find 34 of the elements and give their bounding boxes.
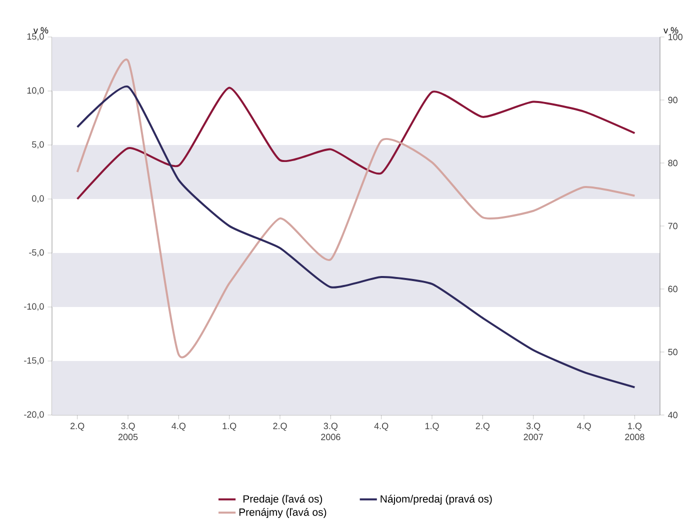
y-axis-title: v % xyxy=(33,27,48,34)
x-tick-label: 2.Q xyxy=(70,422,84,431)
line-series xyxy=(76,86,636,388)
legend-label: Prenájmy (ľavá os) xyxy=(239,508,326,518)
y2-tick-label: 90 xyxy=(668,96,678,104)
x-tick-label: 4.Q xyxy=(172,422,186,431)
y-tick-label: 5,0 xyxy=(32,141,44,149)
y2-tick-label: 40 xyxy=(668,412,678,418)
x-tick-label: 2.Q xyxy=(273,422,287,431)
legend-label: Nájom/predaj (pravá os) xyxy=(380,494,492,505)
y2-tick-label: 80 xyxy=(668,160,678,166)
x-tick-label: 3.Q 2007 xyxy=(524,422,543,440)
x-tick-label: 1.Q 2008 xyxy=(625,422,644,440)
x-tick-label: 3.Q 2006 xyxy=(321,422,340,440)
y-tick-label: -15,0 xyxy=(24,357,44,365)
y2-tick-label: 70 xyxy=(668,222,678,230)
x-tick-label: 1.Q xyxy=(222,422,236,431)
x-tick-label: 1.Q xyxy=(425,422,439,431)
y2-axis-title: v % xyxy=(664,27,678,34)
y2-tick-label: 50 xyxy=(668,348,678,356)
x-tick-label: 4.Q xyxy=(374,422,388,431)
x-tick-label: 2.Q xyxy=(476,422,490,431)
y-tick-label: 10,0 xyxy=(27,87,44,95)
y-tick-label: -10,0 xyxy=(24,303,44,311)
x-tick-label: 4.Q xyxy=(576,422,591,431)
x-tick-label: 3.Q 2005 xyxy=(118,422,138,440)
y2-tick-label: 60 xyxy=(668,286,678,292)
y2-tick-label: 100 xyxy=(668,34,682,40)
y-tick-label: 15,0 xyxy=(27,33,44,41)
y-tick-label: -5,0 xyxy=(29,249,44,257)
line-series xyxy=(76,86,636,200)
legend-label: Predaje (ľavá os) xyxy=(244,494,322,505)
y-tick-label: 0,0 xyxy=(32,195,44,203)
y-tick-label: -20,0 xyxy=(24,411,44,419)
